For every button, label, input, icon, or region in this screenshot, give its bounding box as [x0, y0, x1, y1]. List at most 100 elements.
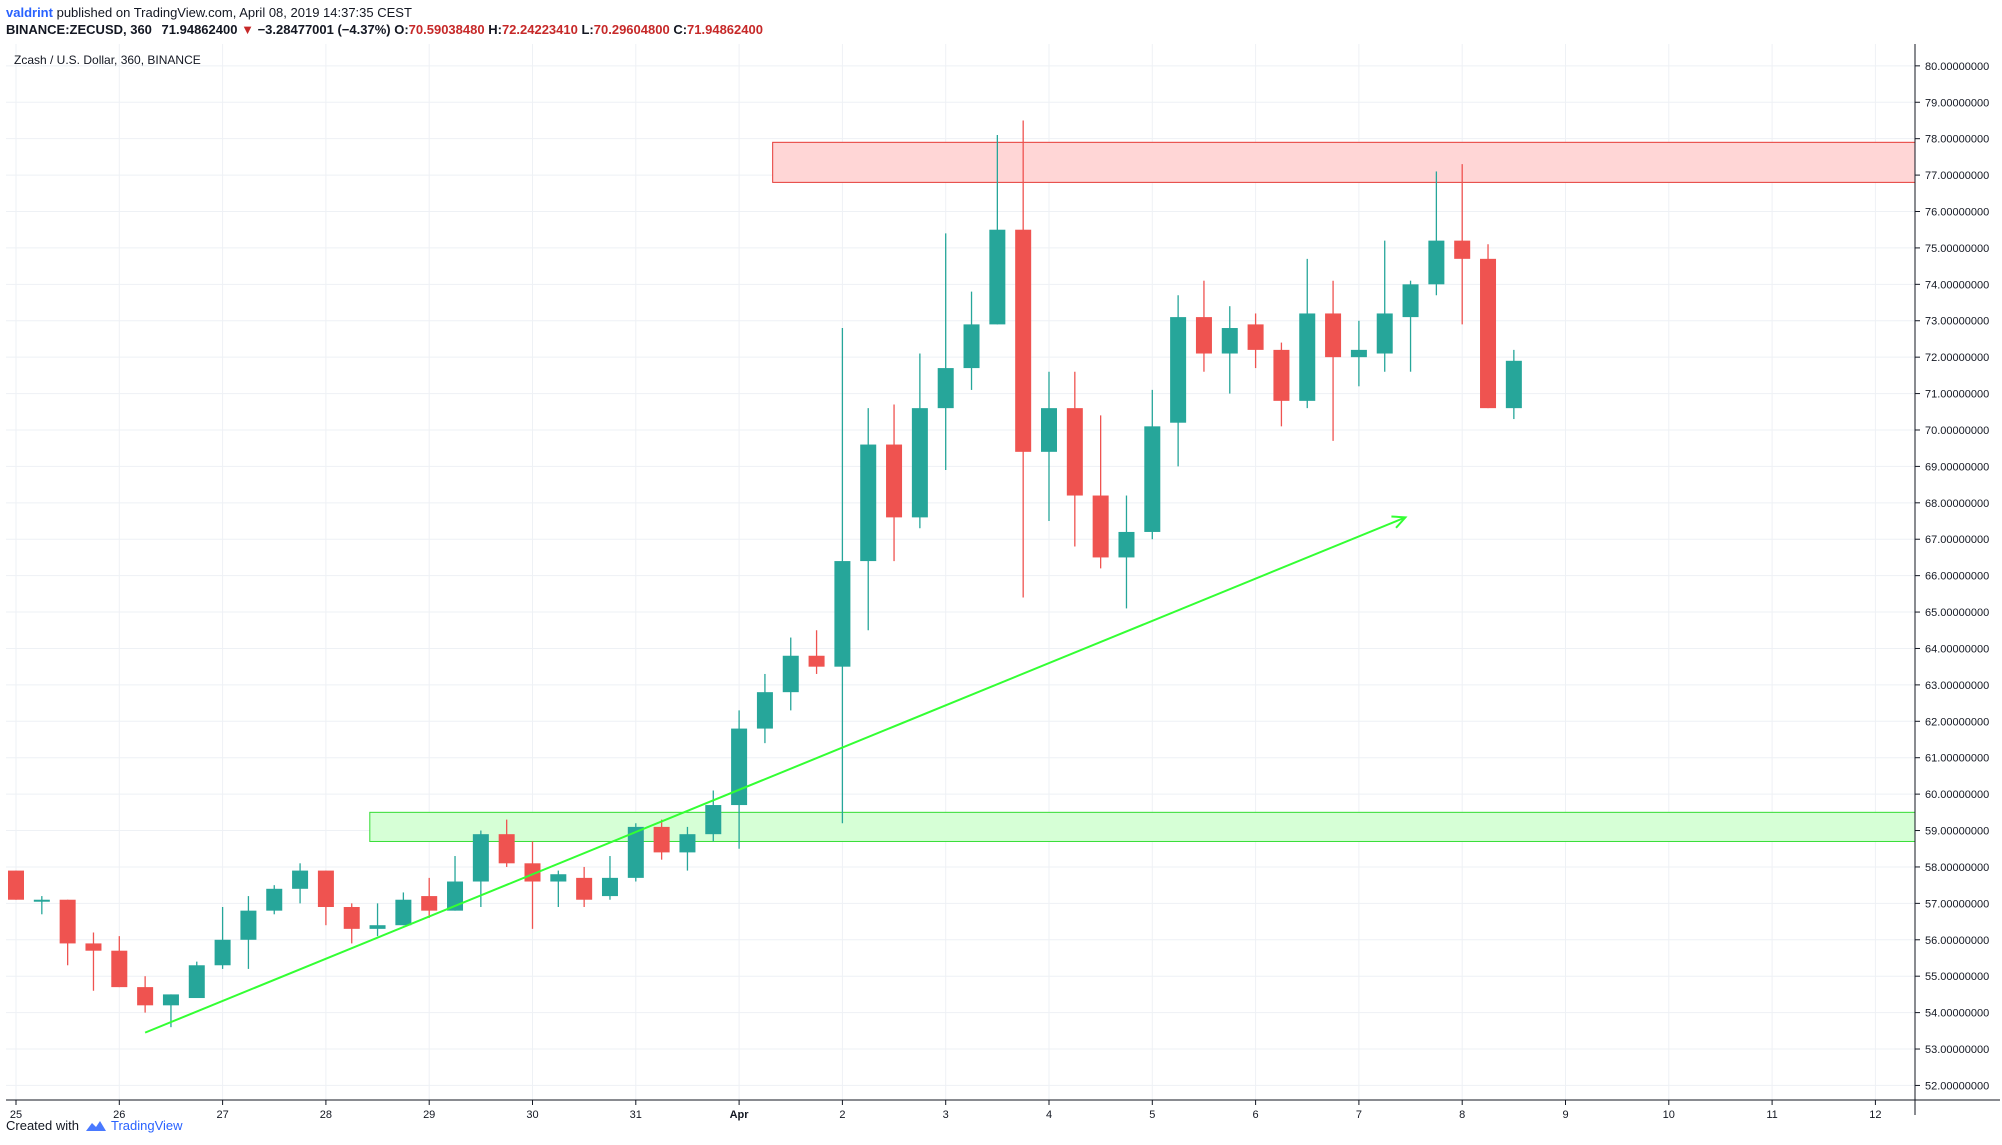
candle-body [1325, 313, 1342, 358]
candle [1170, 295, 1187, 467]
candle-body [188, 965, 205, 999]
y-tick-label: 69.00000000 [1925, 461, 1989, 473]
x-tick-label: 25 [10, 1109, 22, 1121]
price-change: −3.28477001 (−4.37%) [257, 22, 391, 37]
candle [472, 830, 489, 908]
candle-body [1505, 360, 1522, 409]
x-tick-label: 30 [526, 1109, 538, 1121]
high-label: H: [488, 22, 502, 37]
candle [137, 976, 154, 1013]
trendline[interactable] [144, 515, 1408, 1034]
y-tick-label: 70.00000000 [1925, 425, 1989, 437]
y-tick-label: 66.00000000 [1925, 571, 1989, 583]
candle-body [1221, 328, 1238, 354]
candle [447, 856, 464, 911]
candle-body [266, 888, 283, 911]
y-tick-label: 60.00000000 [1925, 789, 1989, 801]
candle [266, 885, 283, 915]
candle-body [937, 368, 954, 409]
y-tick-label: 56.00000000 [1925, 935, 1989, 947]
candle-body [963, 324, 980, 369]
y-tick-label: 80.00000000 [1925, 61, 1989, 73]
footer: Created with TradingView [6, 1118, 183, 1133]
candle-body [1350, 349, 1367, 358]
ohlc-line: BINANCE:ZECUSD, 360 71.94862400 ▼ −3.284… [6, 22, 763, 37]
y-tick-label: 53.00000000 [1925, 1044, 1989, 1056]
candle-body [731, 728, 748, 806]
support-zone[interactable] [369, 811, 1916, 842]
x-tick-label: 2 [839, 1109, 845, 1121]
y-tick-label: 77.00000000 [1925, 170, 1989, 182]
candle [369, 903, 386, 937]
candle [240, 896, 257, 969]
last-price: 71.94862400 [161, 22, 238, 37]
low-value: 70.29604800 [593, 22, 670, 37]
candle [33, 896, 50, 915]
axes: 52.00000000 53.00000000 54.00000000 55.0000… [6, 44, 2000, 1121]
x-tick-label: 3 [943, 1109, 949, 1121]
candle-body [1273, 349, 1290, 401]
candle-body [214, 939, 231, 966]
x-tick-label: 31 [630, 1109, 642, 1121]
y-tick-label: 58.00000000 [1925, 862, 1989, 874]
candle-body [472, 834, 489, 882]
candle-body [1092, 495, 1109, 558]
candle-body [653, 826, 670, 853]
candle-body [498, 834, 515, 864]
y-tick-label: 71.00000000 [1925, 389, 1989, 401]
publish-info: published on TradingView.com, April 08, … [56, 5, 412, 20]
y-tick-label: 62.00000000 [1925, 716, 1989, 728]
tradingview-logo-icon [85, 1120, 106, 1131]
author-link[interactable]: valdrint [6, 5, 53, 20]
candle-body [1015, 229, 1032, 452]
candle [963, 291, 980, 390]
x-tick-label: 27 [216, 1109, 228, 1121]
candle-body [1066, 408, 1083, 496]
candle-body [1376, 313, 1393, 354]
y-tick-label: 75.00000000 [1925, 243, 1989, 255]
candle [524, 841, 541, 929]
down-arrow-icon: ▼ [241, 22, 254, 37]
candle [756, 673, 773, 744]
candle [989, 135, 1006, 325]
candle-body [59, 899, 76, 944]
tradingview-brand-link[interactable]: TradingView [110, 1118, 183, 1133]
candle [911, 353, 928, 529]
x-tick-label: 11 [1766, 1109, 1777, 1121]
x-tick-label: 28 [320, 1109, 332, 1121]
y-tick-label: 74.00000000 [1925, 279, 1989, 291]
y-tick-label: 61.00000000 [1925, 753, 1989, 765]
candle [886, 404, 903, 562]
trendline-line[interactable] [144, 516, 1406, 1034]
created-with-label: Created with [6, 1118, 79, 1133]
candle-body [1428, 240, 1445, 285]
candle [834, 328, 851, 824]
candle-body [292, 870, 309, 889]
candle [860, 408, 877, 631]
candle [1144, 389, 1161, 540]
candle [1066, 371, 1083, 547]
candle-body [1402, 284, 1419, 318]
candle-body [886, 444, 903, 518]
x-tick-label: 26 [113, 1109, 125, 1121]
candle [653, 819, 670, 860]
open-label: O: [394, 22, 409, 37]
resistance-zone[interactable] [772, 141, 1916, 183]
candle [214, 907, 231, 969]
candle-body [989, 229, 1006, 325]
x-tick-label: 4 [1046, 1109, 1052, 1121]
candle [1247, 313, 1264, 369]
candle [343, 903, 360, 944]
candle-body [343, 907, 360, 929]
candle [808, 630, 825, 674]
trendline-arrowhead-icon [1391, 515, 1408, 529]
y-tick-label: 59.00000000 [1925, 826, 1989, 838]
y-tick-label: 52.00000000 [1925, 1080, 1989, 1092]
candle [1015, 120, 1032, 598]
candle-body [860, 444, 877, 562]
candle-body [1170, 317, 1187, 423]
candle [317, 870, 334, 926]
candle [188, 961, 205, 999]
candle [1221, 306, 1238, 394]
